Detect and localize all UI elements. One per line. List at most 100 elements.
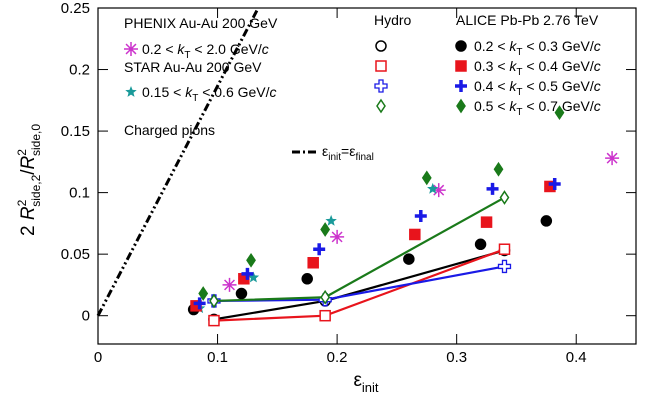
hydro-line <box>213 196 506 303</box>
x-tick-label: 0.4 <box>566 349 587 366</box>
legend-text-part: < 0.7 GeV/ <box>523 98 594 114</box>
reference-line <box>96 7 260 317</box>
marker-shape <box>427 182 439 194</box>
legend-text-part: 0.3 < <box>474 58 509 74</box>
marker-shape <box>375 60 387 72</box>
marker <box>497 259 512 274</box>
marker <box>246 252 256 268</box>
annotation: Charged pions <box>124 122 215 138</box>
marker <box>330 229 345 244</box>
legend-entry: 0.5 < kT < 0.7 GeV/c <box>474 98 601 118</box>
marker <box>605 151 620 166</box>
legend-text-part: k <box>509 58 517 74</box>
marker <box>493 161 504 177</box>
legend-text-part: T <box>184 50 190 61</box>
legend-entry: 0.15 < kT < 0.6 GeV/c <box>142 84 277 104</box>
marker-shape <box>313 243 326 256</box>
marker <box>498 243 511 255</box>
marker-shape <box>498 243 511 255</box>
hydro-line <box>213 249 505 321</box>
legend-text-part: 0.2 < <box>142 41 177 57</box>
marker <box>540 215 553 227</box>
legend-marker <box>455 80 467 92</box>
y-axis-label: 2 R2side,2/R2side,0 <box>15 124 43 236</box>
marker <box>548 178 561 190</box>
marker-shape <box>307 257 319 269</box>
marker <box>474 238 487 251</box>
legend-text-part: T <box>516 47 522 58</box>
marker <box>480 216 493 228</box>
marker-shape <box>486 182 499 195</box>
marker <box>313 243 326 256</box>
y-tick-label: 0.15 <box>61 123 90 140</box>
legend-text-part: < 0.3 GeV/ <box>523 38 594 54</box>
marker <box>319 309 331 322</box>
marker <box>325 214 337 226</box>
marker <box>301 273 313 285</box>
legend-text-part: < 0.4 GeV/ <box>523 58 594 74</box>
x-label-sub: init <box>362 380 379 395</box>
marker-shape <box>374 79 388 93</box>
marker-shape <box>540 215 553 227</box>
legend-entry: 0.2 < kT < 2.0 GeV/c <box>142 41 269 61</box>
reference-label-part: init <box>328 152 341 163</box>
y-tick-label: 0.25 <box>61 0 90 17</box>
marker-shape <box>605 151 620 166</box>
reference-label-part: final <box>355 152 373 163</box>
marker-shape <box>421 170 432 186</box>
legend-text-part: k <box>509 98 517 114</box>
legend-marker <box>375 40 387 52</box>
marker <box>307 257 319 269</box>
legend-text-part: 0.2 < <box>474 38 509 54</box>
legend-marker <box>456 98 466 114</box>
x-tick-label: 0.1 <box>207 349 228 366</box>
y-label-sup: 2 <box>15 149 29 156</box>
marker <box>209 293 219 309</box>
marker-shape <box>497 259 512 274</box>
marker <box>431 183 446 198</box>
marker-shape <box>455 60 467 72</box>
legend-text-part: < 0.5 GeV/ <box>523 78 594 94</box>
marker <box>421 170 432 186</box>
marker-shape <box>456 98 466 114</box>
hydro-line <box>213 248 505 322</box>
x-label-main: ε <box>353 370 362 391</box>
y-label-sub: side,2 <box>29 174 43 206</box>
legend-marker <box>124 42 138 56</box>
marker-shape <box>409 228 421 241</box>
legend-marker <box>455 60 467 72</box>
x-axis-label: εinit <box>353 370 378 395</box>
hydro-label: Hydro <box>374 12 412 28</box>
legend-marker <box>125 86 137 97</box>
legend-text-part: c <box>594 58 601 74</box>
marker <box>409 228 421 241</box>
reference-label-part: ε <box>322 143 328 159</box>
legend-text-part: c <box>270 84 277 100</box>
plot-frame <box>97 7 637 345</box>
marker-shape <box>301 273 313 285</box>
y-tick-label: 0 <box>82 308 90 325</box>
marker-shape <box>548 178 561 190</box>
marker <box>427 182 439 194</box>
marker-shape <box>325 214 337 226</box>
marker <box>486 182 499 195</box>
marker <box>235 287 248 300</box>
marker-shape <box>198 286 209 301</box>
legend-text-part: < 2.0 GeV/ <box>191 41 262 57</box>
y-tick-label: 0.2 <box>69 62 90 79</box>
marker-shape <box>455 40 467 52</box>
marker <box>499 190 510 205</box>
legend-text-part: < 0.6 GeV/ <box>198 84 269 100</box>
x-tick-label: 0.2 <box>327 349 348 366</box>
marker-shape <box>208 314 220 327</box>
marker <box>198 286 209 301</box>
legend-text-part: T <box>516 67 522 78</box>
legend-text-part: T <box>192 93 198 104</box>
marker-shape <box>474 238 487 251</box>
y-tick-label: 0.05 <box>61 246 90 263</box>
marker-shape <box>124 42 138 56</box>
marker-shape <box>554 105 565 120</box>
legend-marker <box>374 79 388 93</box>
legend-text-part: 0.15 < <box>142 84 185 100</box>
marker <box>414 210 427 222</box>
